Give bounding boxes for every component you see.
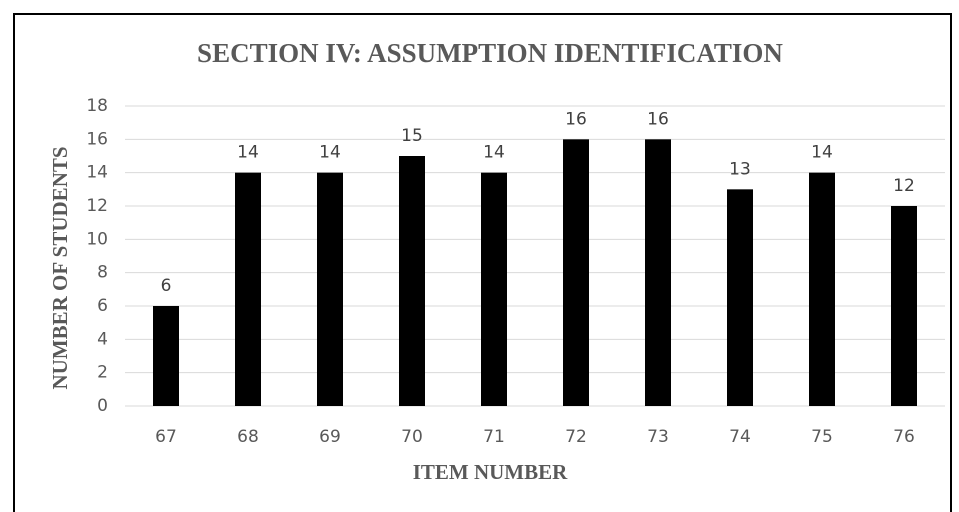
y-tick-label: 4 (97, 329, 108, 349)
chart-frame (13, 13, 952, 512)
bar (563, 139, 589, 407)
y-tick-label: 6 (97, 296, 108, 316)
chart-title: SECTION IV: ASSUMPTION IDENTIFICATION (197, 38, 783, 68)
x-axis-label: ITEM NUMBER (413, 460, 568, 484)
data-label: 6 (161, 276, 172, 296)
x-tick-label: 72 (565, 427, 587, 447)
bar (153, 306, 179, 406)
x-tick-label: 74 (729, 427, 751, 447)
data-label: 15 (401, 126, 423, 146)
bar (481, 172, 507, 406)
data-label: 14 (811, 143, 833, 163)
data-label: 14 (483, 143, 505, 163)
y-axis-label: NUMBER OF STUDENTS (48, 146, 72, 389)
x-tick-label: 68 (237, 427, 259, 447)
y-tick-label: 14 (86, 163, 108, 183)
x-tick-label: 75 (811, 427, 833, 447)
x-tick-label: 69 (319, 427, 341, 447)
bar (891, 206, 917, 406)
y-tick-label: 0 (97, 396, 108, 416)
y-tick-label: 10 (86, 229, 108, 249)
x-tick-label: 71 (483, 427, 505, 447)
data-label: 14 (319, 143, 341, 163)
bar (235, 172, 261, 406)
data-label: 12 (893, 176, 915, 196)
data-label: 13 (729, 159, 751, 179)
y-tick-label: 8 (97, 263, 108, 283)
bar (727, 189, 753, 406)
y-tick-label: 18 (86, 96, 108, 116)
y-tick-label: 2 (97, 363, 108, 383)
bar (809, 172, 835, 406)
y-tick-label: 12 (86, 196, 108, 216)
x-tick-label: 76 (893, 427, 915, 447)
x-tick-label: 70 (401, 427, 423, 447)
y-tick-label: 16 (86, 129, 108, 149)
bar (317, 172, 343, 406)
data-label: 14 (237, 143, 259, 163)
x-tick-label: 67 (155, 427, 177, 447)
bar (645, 139, 671, 407)
bar (399, 156, 425, 406)
data-label: 16 (647, 109, 669, 129)
data-label: 16 (565, 109, 587, 129)
x-tick-label: 73 (647, 427, 669, 447)
